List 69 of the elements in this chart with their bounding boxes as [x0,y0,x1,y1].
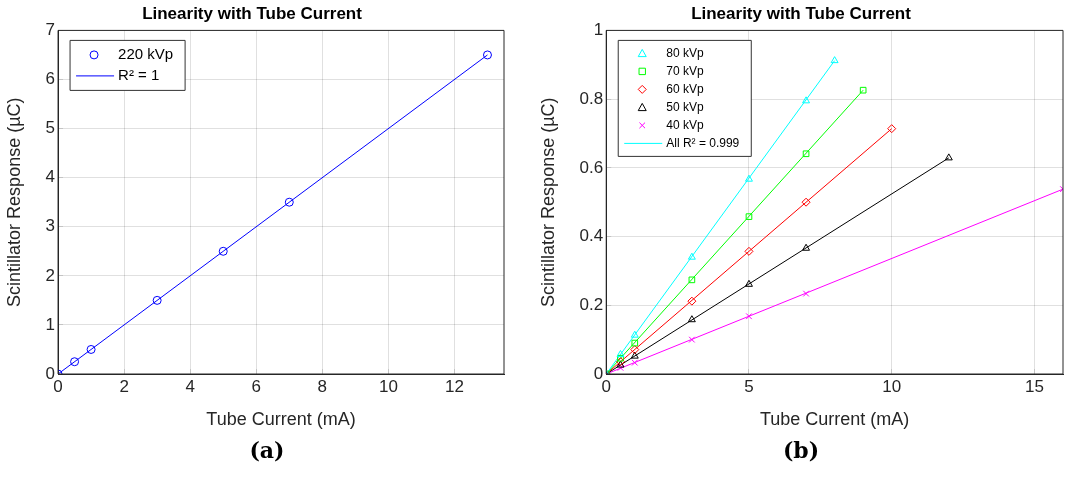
legend-label: 80 kVp [666,45,704,60]
legend-label: All R² = 0.999 [666,135,740,150]
legend-label: 220 kVp [118,45,174,63]
point [801,197,811,207]
point [688,276,696,284]
point [859,86,867,94]
x-tick-label: 15 [1024,376,1044,396]
y-tick-label: 0.2 [579,294,604,314]
point [745,174,753,182]
y-tick-label: 1 [45,314,56,334]
legend-label: 70 kVp [666,63,704,78]
legend-label: R² = 1 [118,66,160,84]
point [745,312,753,320]
point [944,153,953,161]
point [802,243,811,251]
point [687,315,696,323]
x-tick-label: 10 [882,376,902,396]
y-tick-label: 6 [45,69,56,89]
y-tick-label: 5 [45,118,56,138]
point [630,351,639,359]
point [688,336,696,343]
point [617,354,624,362]
x-tick-label: 12 [444,376,464,396]
point [887,124,897,134]
point [70,357,80,367]
y-axis-title: Scintillator Response (µC) [537,97,558,307]
point [616,349,625,357]
point [830,56,839,64]
x-tick-label: 10 [378,376,398,396]
x-axis-title: Tube Current (mA) [759,409,910,430]
point [86,344,96,354]
point [630,330,639,338]
legend-label: 40 kVp [666,117,704,132]
y-tick-label: 7 [45,20,56,40]
x-tick-label: 5 [744,376,754,396]
y-tick-label: 2 [45,265,56,285]
text: (a) [249,437,285,463]
point [802,150,810,158]
point [744,246,754,256]
point [802,290,810,297]
y-tick-label: 0.4 [579,226,604,246]
y-tick-label: 4 [45,167,56,187]
legend-label: 60 kVp [666,81,704,96]
y-tick-label: 0.8 [579,88,604,108]
y-axis-title: Scintillator Response (µC) [3,97,24,307]
x-tick-label: 2 [119,376,129,396]
text: (b) [782,437,820,463]
point [482,50,492,60]
point [631,339,639,347]
x-tick-label: 8 [317,376,328,396]
point [802,96,811,104]
point [630,345,640,355]
y-tick-label: 0.6 [579,157,604,177]
point [631,359,639,366]
point [152,295,162,305]
point [687,296,697,306]
legend-label: 50 kVp [666,99,704,114]
chart-title: Linearity with Tube Current [142,3,363,23]
x-tick-label: 6 [251,376,261,396]
x-axis-title: Tube Current (mA) [206,409,356,430]
point [745,279,753,287]
point [218,246,228,256]
point [745,213,753,220]
y-tick-label: 1 [593,20,604,40]
chart-title: Linearity with Tube Current [691,3,912,23]
point [687,252,696,260]
y-tick-label: 3 [45,216,56,236]
point [284,197,294,207]
x-tick-label: 4 [185,376,195,396]
